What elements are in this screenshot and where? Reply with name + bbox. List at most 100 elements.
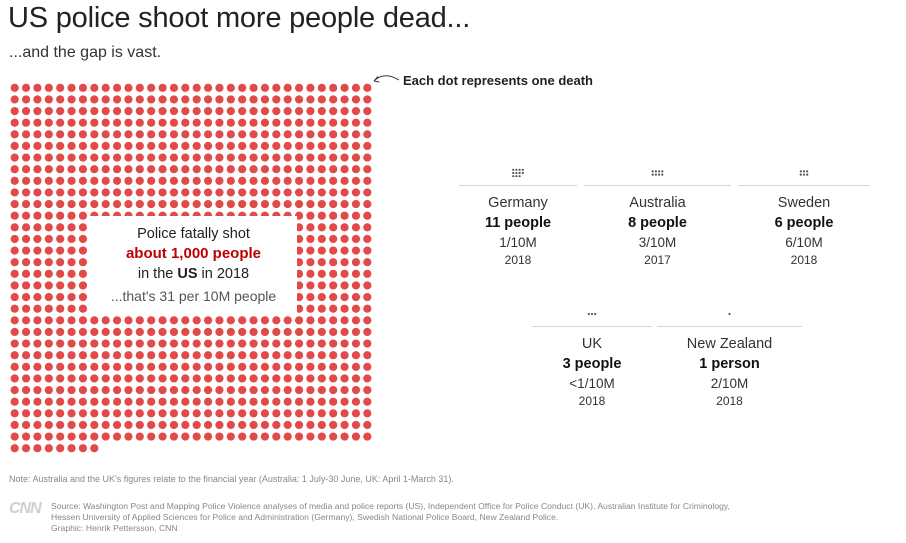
us-death-dot [112, 327, 122, 337]
us-death-dot [283, 106, 292, 116]
us-death-dot [44, 385, 53, 395]
us-death-dot [44, 106, 53, 116]
us-death-dot [260, 351, 270, 360]
us-death-dot [21, 281, 31, 290]
source-line: Graphic: Henrik Pettersson, CNN [51, 523, 178, 533]
us-death-dot [340, 165, 349, 174]
us-death-dot [135, 351, 144, 360]
us-death-dot [272, 153, 281, 162]
us-death-dot [317, 118, 326, 127]
us-death-dot [181, 327, 190, 337]
us-death-dot [192, 83, 201, 92]
us-death-dot [351, 362, 361, 371]
us-death-dot [203, 351, 213, 360]
us-death-dot [283, 316, 292, 325]
us-death-dot [249, 153, 258, 162]
us-death-dot [147, 339, 156, 348]
us-death-dot [317, 165, 326, 174]
us-death-dot [249, 409, 258, 418]
us-death-dot [33, 292, 42, 302]
us-death-dot [340, 234, 349, 244]
us-death-dot [112, 153, 122, 162]
us-death-dot [90, 444, 99, 453]
us-death-dot [249, 199, 258, 209]
us-death-dot [203, 374, 213, 383]
us-death-dot [33, 141, 42, 151]
us-death-dot [90, 176, 99, 185]
us-death-dot [112, 339, 122, 348]
us-death-dot [78, 258, 88, 267]
us-death-dot [283, 420, 292, 430]
us-death-dot [67, 281, 76, 290]
us-death-dot [10, 374, 19, 383]
us-death-dot [363, 165, 372, 174]
us-death-dot [340, 351, 349, 360]
us-death-dot [260, 374, 270, 383]
us-death-dot [226, 199, 235, 209]
us-death-dot [283, 153, 292, 162]
us-death-dot [10, 444, 19, 453]
us-death-dot [294, 292, 304, 302]
us-death-dot [10, 339, 19, 348]
us-death-dot [363, 269, 372, 278]
us-death-dot [67, 304, 76, 313]
us-death-dot [351, 316, 361, 325]
us-death-dot [363, 420, 372, 430]
us-death-dot [329, 339, 338, 348]
us-death-dot [203, 176, 213, 185]
us-death-dot [33, 281, 42, 290]
us-death-dot [317, 269, 326, 278]
cnn-logo: CNN [9, 500, 42, 517]
us-death-dot [340, 130, 349, 139]
us-death-dot [340, 211, 349, 220]
us-death-dot [56, 153, 65, 162]
us-death-dot [67, 176, 76, 185]
us-death-dot [147, 95, 156, 104]
us-death-dot [351, 141, 361, 151]
us-death-dot [272, 327, 281, 337]
us-death-dot [317, 83, 326, 92]
us-death-dot [90, 153, 99, 162]
us-death-dot [124, 374, 133, 383]
us-death-dot [67, 258, 76, 267]
us-death-dot [294, 316, 304, 325]
us-death-dot [306, 385, 315, 395]
us-death-dot [294, 141, 304, 151]
us-death-dot [294, 188, 304, 197]
us-death-dot [215, 153, 224, 162]
us-death-dot [101, 176, 110, 185]
us-death-dot [44, 327, 53, 337]
us-death-dot [101, 118, 110, 127]
us-death-dot [260, 165, 270, 174]
us-death-dot [317, 351, 326, 360]
us-death-dot [158, 165, 167, 174]
us-death-dot [306, 281, 315, 290]
us-death-dot [21, 153, 31, 162]
us-death-dot [78, 316, 88, 325]
germany-death-dot [512, 168, 515, 171]
us-death-dot [294, 106, 304, 116]
us-death-dot [78, 106, 88, 116]
us-death-dot [181, 188, 190, 197]
us-death-dot [33, 339, 42, 348]
legend-arrow-icon [373, 75, 400, 83]
us-death-dot [10, 292, 19, 302]
us-death-dot [192, 362, 201, 371]
us-death-dot [203, 130, 213, 139]
us-death-dot [90, 130, 99, 139]
us-death-dot [112, 397, 122, 406]
us-death-dot [294, 165, 304, 174]
us-death-dot [363, 351, 372, 360]
us-death-dot [21, 292, 31, 302]
us-death-dot [249, 374, 258, 383]
us-death-dot [169, 351, 179, 360]
country-year: 2018 [716, 394, 743, 408]
us-death-dot [306, 234, 315, 244]
us-death-dot [33, 409, 42, 418]
us-death-dot [56, 409, 65, 418]
us-death-dot [294, 234, 304, 244]
us-death-dot [67, 141, 76, 151]
us-death-dot [101, 420, 110, 430]
us-death-dot [260, 153, 270, 162]
us-death-dot [283, 141, 292, 151]
